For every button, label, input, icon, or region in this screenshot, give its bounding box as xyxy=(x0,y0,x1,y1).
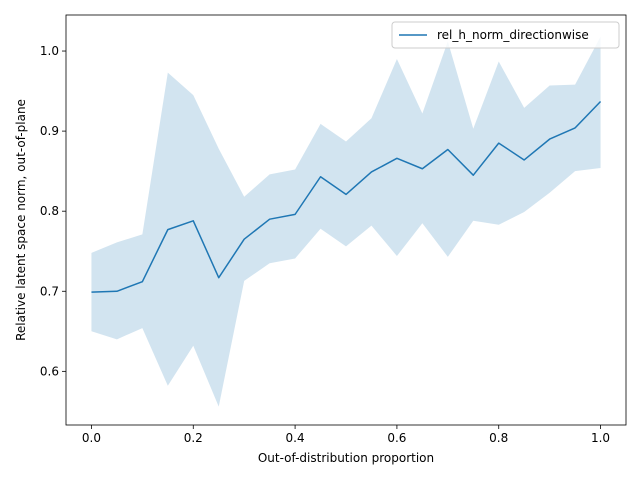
data-point xyxy=(192,220,194,222)
data-point xyxy=(243,238,245,240)
x-tick-label: 1.0 xyxy=(591,431,610,445)
x-axis-ticks: 0.0 0.2 0.4 0.6 0.8 1.0 xyxy=(82,425,610,445)
plot-area xyxy=(66,15,626,425)
x-axis-label: Out-of-distribution proportion xyxy=(258,451,434,465)
x-tick-label: 0.2 xyxy=(184,431,203,445)
data-point xyxy=(549,138,551,140)
y-tick-label: 0.7 xyxy=(40,284,59,298)
data-point xyxy=(218,277,220,279)
y-axis-label: Relative latent space norm, out-of-plane xyxy=(14,99,28,341)
x-tick-label: 0.4 xyxy=(286,431,305,445)
data-point xyxy=(447,149,449,151)
confidence-band-layer xyxy=(91,36,601,407)
data-point xyxy=(320,176,322,178)
plot-frame xyxy=(65,14,627,426)
data-point xyxy=(167,229,169,231)
x-tick-label: 0.0 xyxy=(82,431,101,445)
data-point xyxy=(269,218,271,220)
data-point xyxy=(472,174,474,176)
data-point xyxy=(345,193,347,195)
data-point xyxy=(421,168,423,170)
data-point xyxy=(370,171,372,173)
y-tick-label: 0.6 xyxy=(40,364,59,378)
data-point xyxy=(141,281,143,283)
series-line xyxy=(91,100,602,293)
data-point xyxy=(396,157,398,159)
legend-box xyxy=(391,21,620,49)
data-point xyxy=(523,159,525,161)
data-point xyxy=(294,213,296,215)
series-confidence-band xyxy=(91,36,601,407)
data-point xyxy=(90,291,92,293)
x-tick-label: 0.6 xyxy=(387,431,406,445)
legend-label: rel_h_norm_directionwise xyxy=(437,28,589,42)
legend: rel_h_norm_directionwise xyxy=(391,21,620,49)
data-point xyxy=(574,127,576,129)
x-tick-label: 0.8 xyxy=(489,431,508,445)
y-tick-label: 1.0 xyxy=(40,44,59,58)
y-tick-label: 0.9 xyxy=(40,124,59,138)
y-axis-ticks: 0.6 0.7 0.8 0.9 1.0 xyxy=(40,44,66,378)
data-point xyxy=(498,142,500,144)
y-tick-label: 0.8 xyxy=(40,204,59,218)
series-line-layer xyxy=(90,100,602,293)
data-point xyxy=(600,100,602,102)
data-point xyxy=(116,290,118,292)
